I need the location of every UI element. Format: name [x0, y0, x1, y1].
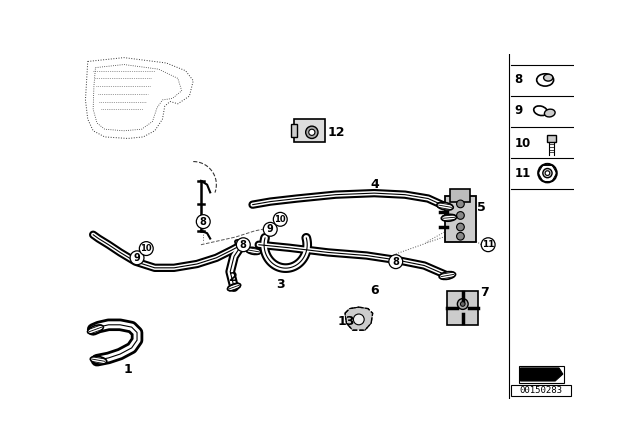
- Text: 2: 2: [230, 271, 238, 284]
- Text: 12: 12: [328, 126, 346, 139]
- FancyBboxPatch shape: [445, 196, 476, 242]
- Text: 8: 8: [515, 73, 523, 86]
- Circle shape: [306, 126, 318, 138]
- Circle shape: [308, 129, 315, 135]
- Ellipse shape: [90, 356, 107, 364]
- Ellipse shape: [88, 325, 104, 334]
- FancyBboxPatch shape: [511, 385, 572, 396]
- Circle shape: [460, 302, 465, 306]
- Text: 1: 1: [124, 363, 132, 376]
- Ellipse shape: [227, 283, 241, 291]
- Circle shape: [456, 223, 464, 231]
- Circle shape: [140, 241, 153, 255]
- Ellipse shape: [537, 74, 554, 86]
- Text: 9: 9: [267, 224, 274, 234]
- Circle shape: [481, 238, 495, 252]
- Circle shape: [545, 171, 550, 176]
- Circle shape: [273, 212, 287, 226]
- Polygon shape: [520, 368, 563, 381]
- Text: 9: 9: [134, 253, 140, 263]
- Circle shape: [389, 255, 403, 269]
- Text: 13: 13: [337, 315, 355, 328]
- Circle shape: [456, 211, 464, 220]
- Text: 7: 7: [480, 286, 488, 299]
- FancyBboxPatch shape: [451, 189, 470, 202]
- FancyBboxPatch shape: [294, 119, 325, 142]
- FancyBboxPatch shape: [447, 291, 478, 325]
- Text: 4: 4: [371, 178, 379, 191]
- Ellipse shape: [439, 271, 456, 280]
- Circle shape: [130, 251, 144, 265]
- Circle shape: [196, 215, 210, 228]
- Polygon shape: [520, 368, 559, 371]
- Circle shape: [353, 314, 364, 325]
- Polygon shape: [345, 307, 372, 330]
- Circle shape: [458, 299, 468, 310]
- Text: 8: 8: [200, 217, 207, 227]
- Text: 00150283: 00150283: [520, 386, 563, 395]
- Ellipse shape: [235, 240, 248, 250]
- Circle shape: [456, 200, 464, 208]
- Text: 11: 11: [515, 167, 531, 180]
- Circle shape: [236, 238, 250, 252]
- Text: 8: 8: [240, 240, 247, 250]
- Ellipse shape: [437, 202, 453, 210]
- Ellipse shape: [534, 106, 547, 116]
- Text: 5: 5: [477, 201, 486, 214]
- Text: 6: 6: [371, 284, 379, 297]
- Text: 10: 10: [140, 244, 152, 253]
- Text: 11: 11: [482, 240, 495, 249]
- FancyBboxPatch shape: [547, 135, 556, 142]
- Circle shape: [456, 233, 464, 240]
- FancyBboxPatch shape: [291, 124, 297, 137]
- Text: 9: 9: [515, 104, 523, 117]
- Text: 3: 3: [276, 278, 285, 291]
- Ellipse shape: [246, 247, 261, 254]
- Circle shape: [538, 164, 557, 182]
- Circle shape: [263, 222, 277, 236]
- Text: 10: 10: [275, 215, 286, 224]
- Circle shape: [543, 168, 552, 178]
- Ellipse shape: [545, 109, 555, 117]
- Ellipse shape: [543, 74, 553, 81]
- Text: 8: 8: [392, 257, 399, 267]
- Ellipse shape: [442, 214, 456, 221]
- Text: 10: 10: [515, 138, 531, 151]
